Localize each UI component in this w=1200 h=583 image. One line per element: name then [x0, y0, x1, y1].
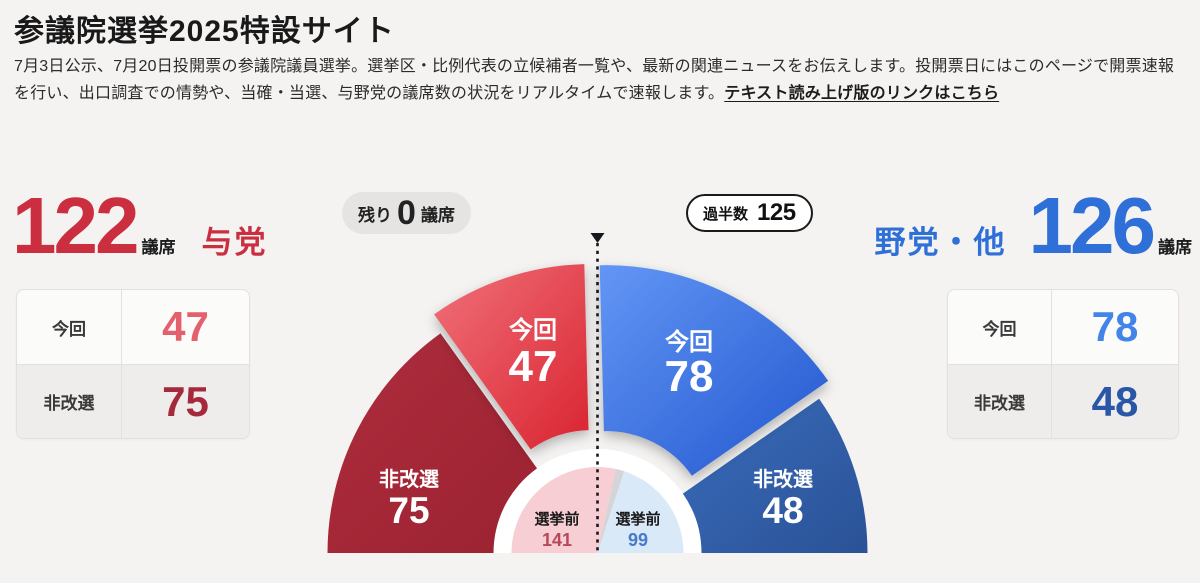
segment-value: 47 [509, 342, 558, 391]
opposition-seat-table: 今回 78 非改選 48 [947, 289, 1179, 439]
page-description: 7月3日公示、7月20日投開票の参議院議員選挙。選挙区・比例代表の立候補者一覧や… [14, 53, 1188, 107]
ruling-hikaisen-label: 非改選 [17, 364, 121, 438]
segment-与党-今回 [434, 264, 589, 450]
ruling-konkai-value: 47 [121, 290, 249, 364]
ruling-party-name: 与党 [201, 225, 268, 260]
opposition-seats-unit: 議席 [1158, 238, 1192, 257]
ruling-seats-unit: 議席 [141, 238, 176, 257]
description-text: 7月3日公示、7月20日投開票の参議院議員選挙。選挙区・比例代表の立候補者一覧や… [14, 58, 1175, 102]
opposition-konkai-value: 78 [1051, 290, 1178, 364]
ruling-seat-table: 今回 47 非改選 75 [16, 289, 250, 439]
segment-与党-非改選 [327, 333, 538, 553]
ruling-konkai-label: 今回 [52, 319, 86, 339]
ruling-headline: 122 議席 与党 [12, 186, 267, 266]
pre-election-value: 141 [542, 530, 572, 550]
opposition-konkai-label: 今回 [982, 319, 1017, 339]
pre-election-sector-2 [597, 471, 684, 553]
majority-label: 過半数 [703, 205, 749, 223]
remaining-prefix: 残り [358, 205, 392, 225]
page-title: 参議院選挙2025特設サイト [14, 15, 395, 48]
remaining-count: 0 [397, 193, 416, 232]
segment-野党・他-非改選 [682, 398, 868, 553]
pre-election-value: 99 [628, 530, 648, 550]
opposition-hikaisen-value: 48 [1051, 364, 1178, 438]
segment-value: 75 [388, 490, 429, 531]
segment-label: 今回 [509, 316, 557, 344]
segment-value: 78 [665, 352, 714, 401]
opposition-total-seats: 126 [1028, 181, 1156, 270]
segment-野党・他-今回 [599, 265, 829, 476]
segment-label: 非改選 [379, 467, 439, 491]
pre-election-sector-1 [597, 468, 625, 553]
opposition-hikaisen-label: 非改選 [948, 364, 1051, 438]
opposition-headline: 野党・他 126 議席 [875, 186, 1192, 266]
text-reader-version-link[interactable]: テキスト読み上げ版のリンクはこちら [724, 85, 1000, 102]
opposition-party-name: 野党・他 [874, 225, 1007, 260]
ruling-hikaisen-value: 75 [121, 364, 249, 438]
ruling-total-seats: 122 [12, 181, 139, 270]
segment-label: 今回 [665, 328, 713, 356]
remaining-suffix: 議席 [420, 205, 455, 225]
pre-election-label: 選挙前 [615, 510, 660, 528]
pre-election-label: 選挙前 [534, 510, 579, 528]
majority-count: 125 [757, 199, 796, 226]
pre-election-sector-0 [511, 467, 616, 553]
segment-label: 非改選 [753, 467, 813, 491]
majority-marker-icon [590, 233, 605, 243]
majority-badge: 過半数 125 [686, 194, 813, 232]
segment-value: 48 [762, 490, 803, 531]
remaining-seats-badge: 残り 0 議席 [342, 192, 471, 234]
